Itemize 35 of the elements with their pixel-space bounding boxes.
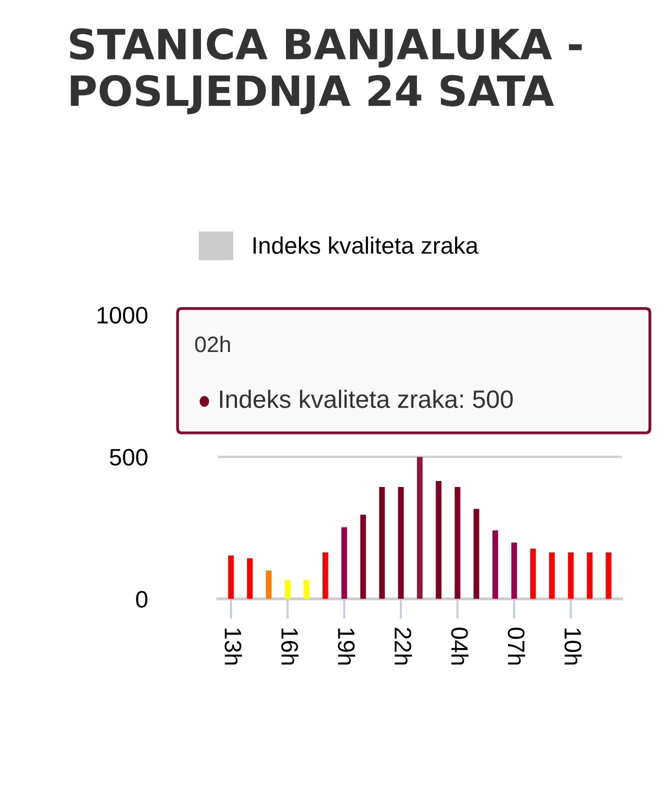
bar <box>266 570 272 599</box>
bar <box>247 558 253 599</box>
bar <box>492 530 498 599</box>
x-tick-label: 13h <box>224 628 242 665</box>
bar <box>586 552 592 599</box>
bar <box>228 555 234 599</box>
bar <box>284 580 290 599</box>
bar <box>416 456 423 599</box>
bar <box>568 552 574 599</box>
x-tick-label: 10h <box>564 628 582 665</box>
x-tick-label: 19h <box>338 628 356 665</box>
bar <box>341 527 348 599</box>
bar <box>454 486 460 599</box>
bar <box>322 552 328 599</box>
y-tick-label: 1000 <box>98 306 148 324</box>
bar <box>511 542 517 599</box>
x-tick-label: 16h <box>281 628 299 665</box>
bar <box>606 552 612 599</box>
bar <box>398 486 404 599</box>
bar <box>474 508 480 599</box>
bar <box>549 552 555 599</box>
y-tick-label: 0 <box>136 590 148 608</box>
bar <box>436 481 442 599</box>
annotation: Indeks kvaliteta zraka: 500 <box>220 390 513 408</box>
x-tick-label: 07h <box>508 628 526 665</box>
chart-title: STANICA BANJALUKA - POSLJEDNJA 24 SATA <box>70 28 582 114</box>
bar <box>379 486 385 599</box>
bar <box>360 514 366 599</box>
bar <box>530 548 536 599</box>
text: Indeks kvaliteta zraka <box>254 236 478 254</box>
bar <box>304 580 310 599</box>
y-tick-label: 500 <box>110 448 148 466</box>
x-tick-label: 04h <box>451 628 469 665</box>
x-tick-label: 22h <box>394 628 412 665</box>
annotation: 02h <box>195 336 230 352</box>
